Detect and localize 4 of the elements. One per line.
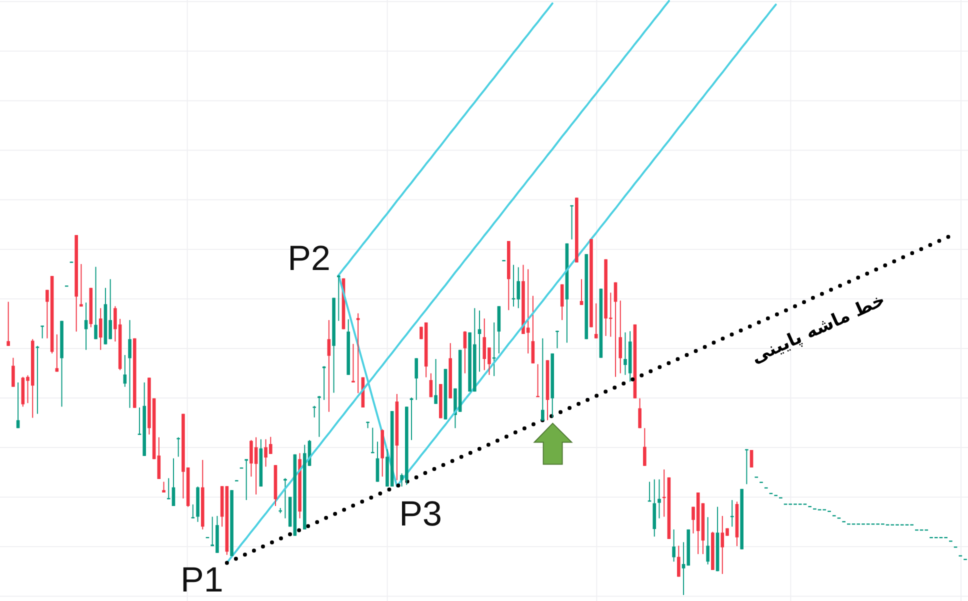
annotation: P2 [288, 239, 330, 278]
text: خط ماشه پایینی [748, 289, 888, 368]
annotation: P3 [399, 494, 442, 534]
annotation: P1 [180, 560, 224, 600]
